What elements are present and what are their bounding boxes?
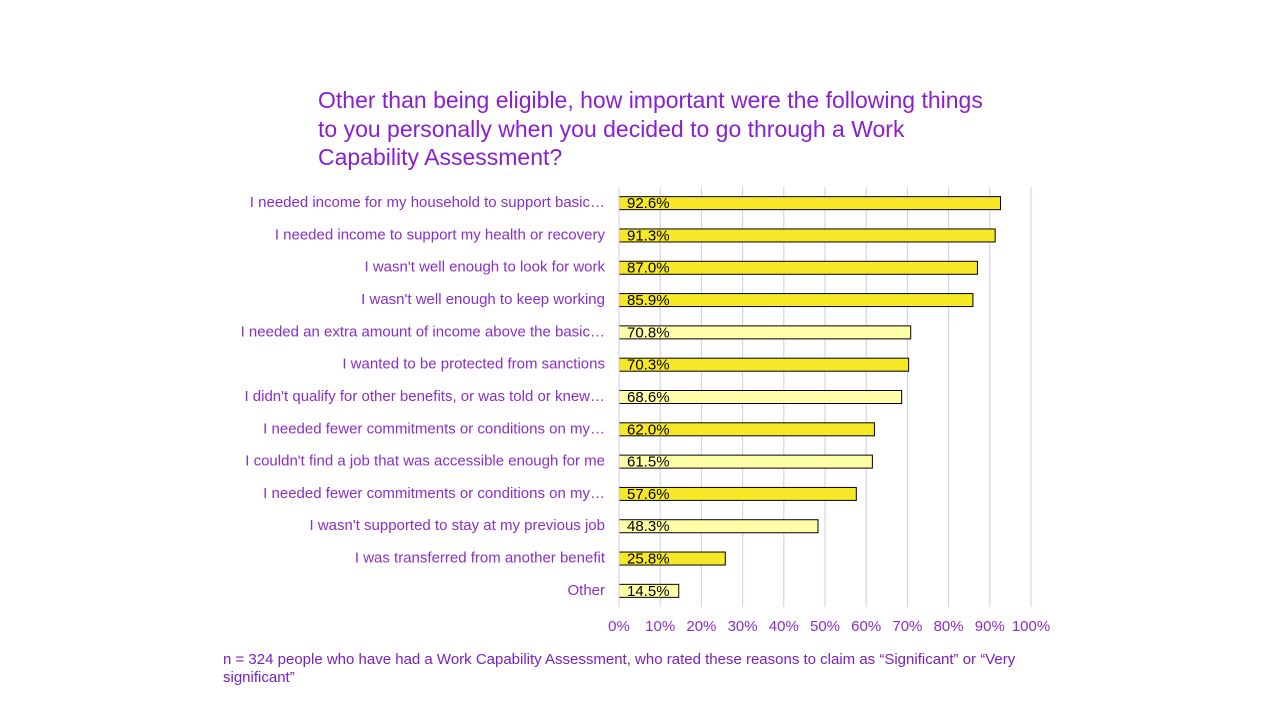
y-tick-label: I wasn't well enough to look for work [365,259,606,276]
x-tick-label: 40% [769,618,799,635]
bar [618,293,974,308]
value-label: 68.6% [627,389,670,406]
chart-title: Other than being eligible, how important… [318,87,983,170]
x-tick-label: 60% [851,618,881,635]
y-tick-label: I needed fewer commitments or conditions… [263,420,605,437]
x-tick-label: 80% [934,618,964,635]
y-tick-label: I wanted to be protected from sanctions [342,356,605,373]
y-tick-label: I needed income to support my health or … [275,226,606,243]
y-tick-label: I didn't qualify for other benefits, or … [244,388,605,405]
y-tick-label: Other [567,582,605,599]
value-label: 70.3% [627,357,670,374]
value-label: 87.0% [627,260,670,277]
bar [618,196,1002,211]
x-tick-label: 90% [975,618,1005,635]
value-label: 85.9% [627,292,670,309]
value-label: 92.6% [627,195,670,212]
value-label: 48.3% [627,518,670,535]
value-label: 91.3% [627,227,670,244]
value-label: 62.0% [627,421,670,438]
x-tick-label: 20% [686,618,716,635]
y-tick-label: I needed fewer commitments or conditions… [263,485,605,502]
x-tick-label: 70% [892,618,922,635]
value-label: 14.5% [627,583,670,600]
x-tick-label: 0% [608,618,630,635]
bar [618,228,996,243]
footnote: n = 324 people who have had a Work Capab… [223,651,1016,686]
x-tick-label: 30% [728,618,758,635]
y-tick-label: I wasn't supported to stay at my previou… [309,517,605,534]
y-tick-label: I was transferred from another benefit [355,550,606,567]
x-tick-label: 50% [810,618,840,635]
value-label: 70.8% [627,324,670,341]
value-label: 57.6% [627,486,670,503]
value-label: 25.8% [627,551,670,568]
bar [618,260,978,275]
y-tick-label: I needed an extra amount of income above… [241,323,605,340]
x-tick-label: 10% [645,618,675,635]
value-label: 61.5% [627,454,670,471]
y-tick-label: I couldn't find a job that was accessibl… [245,453,605,470]
x-tick-label: 100% [1012,618,1050,635]
y-tick-label: I needed income for my household to supp… [250,194,605,211]
y-tick-label: I wasn't well enough to keep working [361,291,605,308]
